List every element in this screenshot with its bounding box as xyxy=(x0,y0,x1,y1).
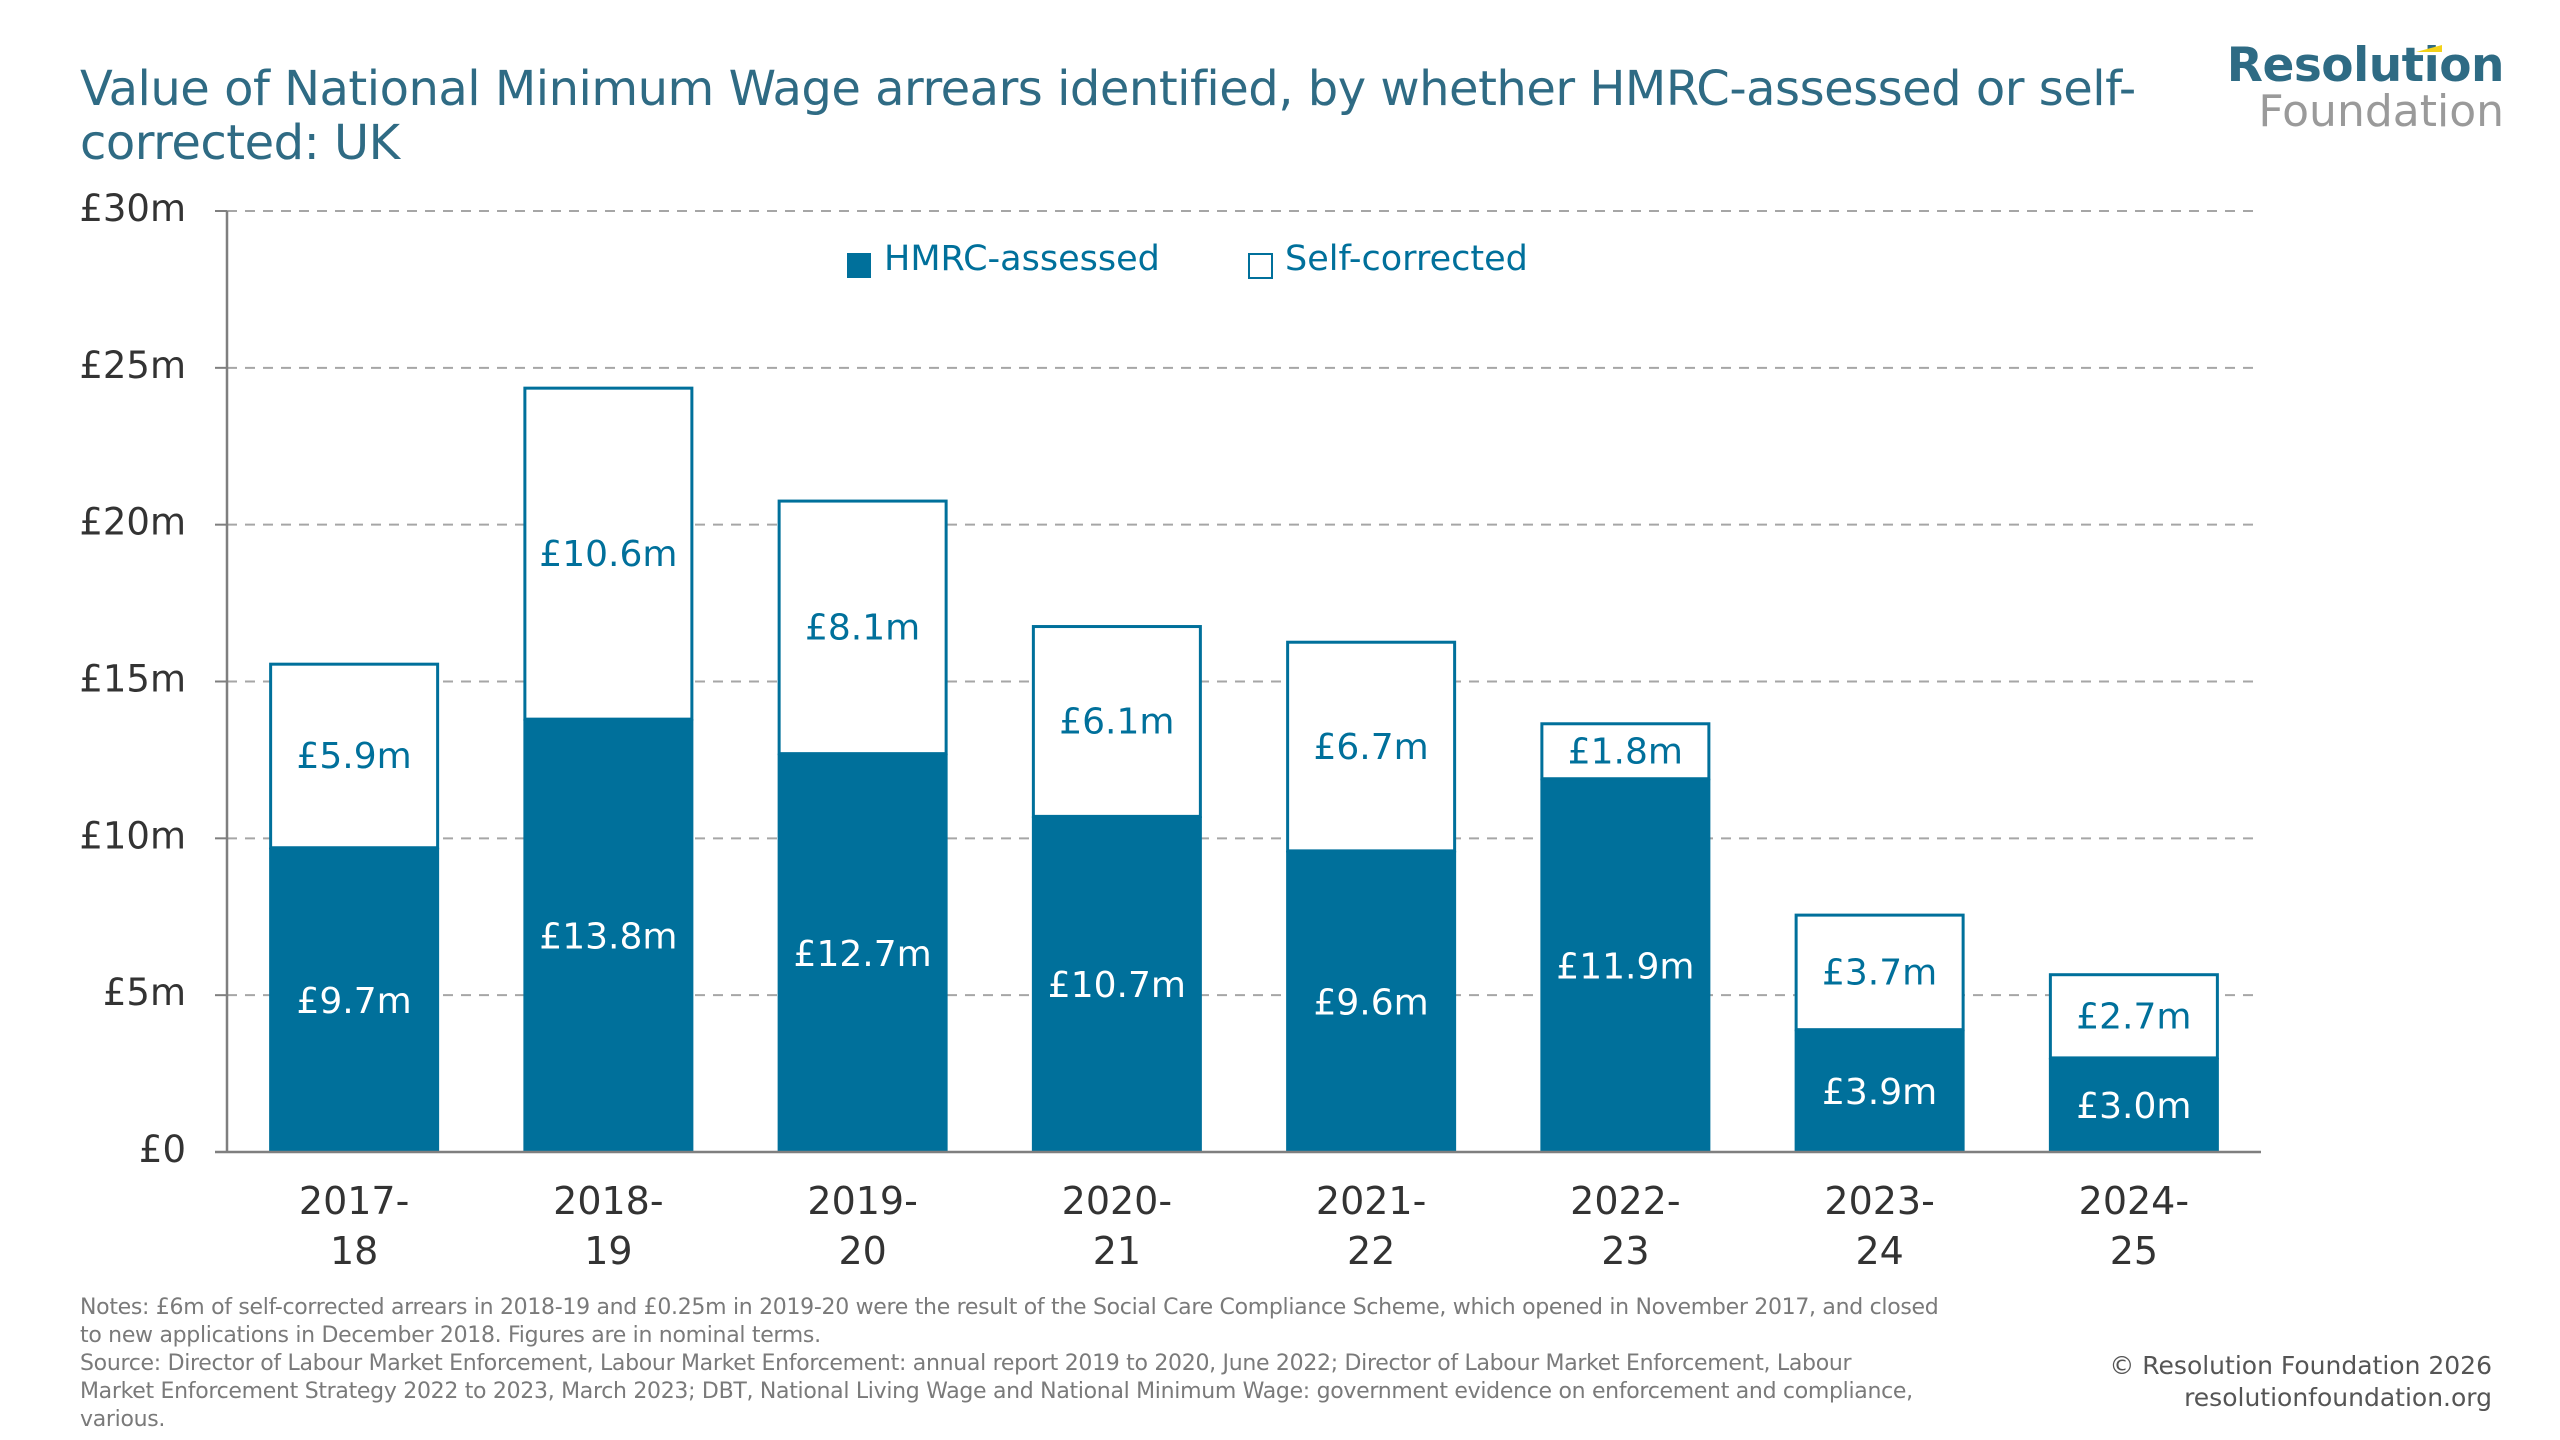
chart-title-line-1: Value of National Minimum Wage arrears i… xyxy=(80,61,2136,117)
bar-hmrc-assessed xyxy=(523,719,694,1152)
source-line-2: Market Enforcement Strategy 2022 to 2023… xyxy=(80,1379,1913,1404)
logo-accent-mark xyxy=(2416,45,2442,52)
bar-hmrc-assessed xyxy=(1794,1029,1965,1152)
x-tick-label-line-1: 2019- xyxy=(807,1179,917,1223)
copyright-text: © Resolution Foundation 2026 xyxy=(2109,1351,2492,1380)
x-tick-label-line-1: 2022- xyxy=(1570,1179,1680,1223)
data-label-hmrc-assessed: £3.9m xyxy=(1822,1072,1937,1113)
x-axis-tick-labels: 2017- 18 2018- 19 2019- 20 2020- 21 2021- 22 2022-… xyxy=(299,1179,2189,1273)
y-tick-label: £5m xyxy=(103,971,186,1014)
data-label-self-corrected: £10.6m xyxy=(539,534,677,575)
bar-hmrc-assessed xyxy=(777,753,948,1152)
data-label-self-corrected: £2.7m xyxy=(2076,997,2191,1038)
logo-wordmark-resolution: Resolution xyxy=(2226,38,2505,93)
chart-notes: Notes: £6m of self-corrected arrears in … xyxy=(80,1294,2140,1434)
y-tick-label: £0 xyxy=(139,1128,186,1171)
credit-block: © Resolution Foundation 2026 resolutionf… xyxy=(2109,1350,2492,1414)
axes xyxy=(215,210,2261,1154)
notes-line-1: Notes: £6m of self-corrected arrears in … xyxy=(80,1295,1939,1320)
y-tick-label: £15m xyxy=(79,658,186,701)
x-tick-label-line-2: 19 xyxy=(584,1229,632,1273)
stacked-bar-chart: £9.7m £5.9m £13.8m £10.6m £12.7m £8.1m £10.7m £… xyxy=(79,187,2261,1273)
legend: HMRC-assessed Self-corrected xyxy=(847,239,1528,279)
data-label-self-corrected: £6.7m xyxy=(1314,727,1429,768)
legend-swatch-self-corrected xyxy=(1248,253,1273,279)
x-tick-label-line-1: 2021- xyxy=(1316,1179,1426,1223)
bar-hmrc-assessed xyxy=(1540,778,1711,1152)
x-tick-label-line-1: 2018- xyxy=(553,1179,663,1223)
data-label-hmrc-assessed: £3.0m xyxy=(2076,1086,2191,1127)
website-link[interactable]: resolutionfoundation.org xyxy=(2184,1383,2492,1412)
bar-self-corrected xyxy=(523,386,694,721)
y-tick-label: £25m xyxy=(79,344,186,387)
x-tick-label-line-2: 23 xyxy=(1601,1229,1649,1273)
bar-self-corrected xyxy=(1031,625,1202,818)
data-label-self-corrected: £6.1m xyxy=(1059,702,1174,743)
x-tick-label-line-2: 21 xyxy=(1093,1229,1141,1273)
data-label-hmrc-assessed: £9.6m xyxy=(1314,982,1429,1023)
x-tick-label-line-1: 2023- xyxy=(1824,1179,1934,1223)
bar-self-corrected xyxy=(1794,913,1965,1032)
data-label-self-corrected: £5.9m xyxy=(297,736,412,777)
bar-self-corrected xyxy=(269,662,440,850)
bar-hmrc-assessed xyxy=(269,847,440,1152)
x-tick-label-line-1: 2024- xyxy=(2079,1179,2189,1223)
logo-line-2: Foundation xyxy=(2258,86,2504,137)
bar-hmrc-assessed xyxy=(2048,1057,2219,1152)
data-label-hmrc-assessed: £9.7m xyxy=(297,981,412,1022)
data-label-hmrc-assessed: £10.7m xyxy=(1048,965,1186,1006)
y-tick-label: £10m xyxy=(79,814,186,857)
x-tick-label-line-2: 24 xyxy=(1855,1229,1903,1273)
logo-line-1: Resolution xyxy=(2226,38,2505,93)
x-tick-label-line-2: 18 xyxy=(330,1229,378,1273)
data-label-self-corrected: £3.7m xyxy=(1822,953,1937,994)
data-label-self-corrected: £1.8m xyxy=(1568,732,1683,773)
y-tick-label: £20m xyxy=(79,501,186,544)
legend-label-hmrc-assessed: HMRC-assessed xyxy=(884,239,1160,279)
resolution-foundation-logo: Resolution Foundation xyxy=(2226,38,2505,137)
bar-self-corrected xyxy=(777,499,948,756)
y-tick-label: £30m xyxy=(79,187,186,230)
bar-self-corrected xyxy=(1286,640,1457,853)
data-label-hmrc-assessed: £13.8m xyxy=(539,917,677,958)
data-label-self-corrected: £8.1m xyxy=(805,608,920,649)
x-tick-label-line-2: 20 xyxy=(838,1229,886,1273)
bar-hmrc-assessed xyxy=(1031,816,1202,1152)
notes-line-2: to new applications in December 2018. Fi… xyxy=(80,1323,821,1348)
legend-label-self-corrected: Self-corrected xyxy=(1285,239,1528,279)
legend-swatch-hmrc-assessed xyxy=(847,253,871,278)
bar-self-corrected xyxy=(1540,722,1711,781)
bar-hmrc-assessed xyxy=(1286,850,1457,1152)
x-tick-label-line-2: 22 xyxy=(1347,1229,1395,1273)
y-axis-tick-labels: £0 £5m £10m £15m £20m £25m £30m xyxy=(79,187,186,1171)
chart-title-line-2: corrected: UK xyxy=(80,115,400,171)
bar-self-corrected xyxy=(2048,973,2219,1060)
source-line-1: Source: Director of Labour Market Enforc… xyxy=(80,1351,1852,1376)
x-tick-label-line-2: 25 xyxy=(2110,1229,2158,1273)
x-tick-label-line-1: 2017- xyxy=(299,1179,409,1223)
data-label-hmrc-assessed: £11.9m xyxy=(1556,946,1694,987)
source-line-3: various. xyxy=(80,1407,166,1432)
bars: £9.7m £5.9m £13.8m £10.6m £12.7m £8.1m £10.7m £… xyxy=(269,386,2219,1152)
x-tick-label-line-1: 2020- xyxy=(1062,1179,1172,1223)
data-label-hmrc-assessed: £12.7m xyxy=(794,934,932,975)
chart-title: Value of National Minimum Wage arrears i… xyxy=(80,62,2180,170)
